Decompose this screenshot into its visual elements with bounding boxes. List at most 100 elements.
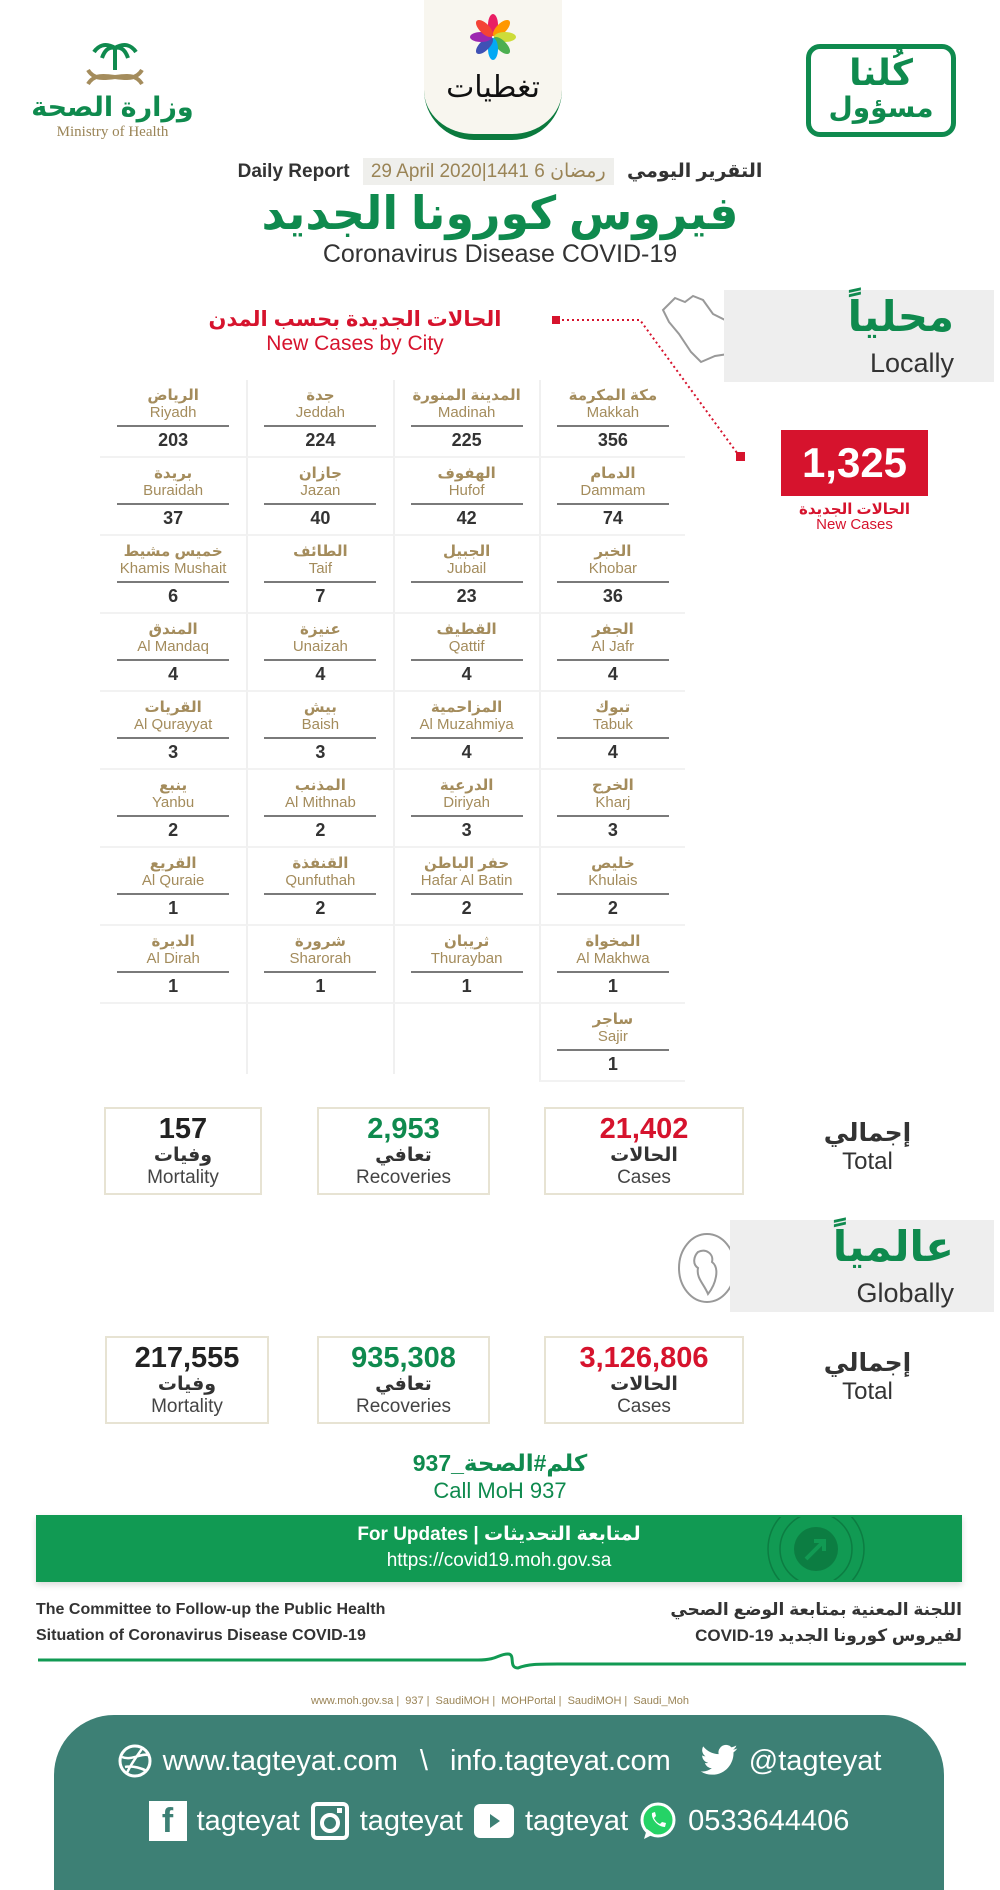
city-cell: بيش Baish 3 (246, 692, 393, 770)
city-case-count: 1 (607, 976, 618, 996)
city-name-ar: الخرج (592, 777, 634, 794)
social-link[interactable]: www.moh.gov.sa (311, 1695, 394, 1707)
committee-text-en: The Committee to Follow-up the Public He… (36, 1601, 386, 1644)
ministry-of-health-logo: وزارة الصحة Ministry of Health (30, 40, 195, 145)
social-link[interactable]: SaudiMOH (435, 1695, 490, 1707)
updates-banner[interactable]: For Updates | لمتابعة التحديثات https://… (36, 1515, 962, 1582)
divider (556, 425, 669, 427)
city-case-count: 4 (607, 742, 618, 762)
city-name-ar: تبوك (595, 699, 631, 716)
empty-cell (392, 1004, 539, 1074)
city-case-count: 42 (456, 508, 477, 528)
city-case-count: 23 (456, 586, 477, 606)
facebook-handle[interactable]: tagteyat (196, 1804, 300, 1837)
tagteyat-footer: www.tagteyat.com \ info.tagteyat.com @ta… (54, 1715, 944, 1890)
city-name-ar: حفر الباطن (423, 855, 510, 872)
city-case-count: 2 (315, 820, 326, 840)
city-case-count: 4 (168, 664, 179, 684)
divider (556, 503, 669, 505)
city-name-en: Sharorah (289, 950, 352, 967)
divider (264, 737, 377, 739)
divider (117, 581, 230, 583)
city-name-en: Qattif (448, 638, 485, 655)
social-link[interactable]: SaudiMOH (567, 1695, 622, 1707)
globe-icon (678, 1233, 736, 1303)
city-cell: جدة Jeddah 224 (246, 380, 393, 458)
call-hashtag: كلم#الصحة_937 (412, 1450, 588, 1476)
city-name-en: Jubail (447, 560, 487, 577)
city-name-ar: ثريبان (444, 933, 490, 950)
divider (410, 425, 523, 427)
divider (264, 893, 377, 895)
email-link[interactable]: info.tagteyat.com (449, 1744, 671, 1777)
updates-link[interactable]: https://covid19.moh.gov.sa (386, 1550, 612, 1571)
instagram-handle[interactable]: tagteyat (359, 1804, 463, 1837)
city-name-en: Dammam (580, 482, 646, 499)
divider (410, 815, 523, 817)
divider (117, 737, 230, 739)
city-cell: تبوك Tabuk 4 (538, 692, 685, 770)
city-name-en: Baish (301, 716, 340, 733)
page-title-en: Coronavirus Disease COVID-19 (322, 240, 678, 268)
city-name-ar: الرياض (147, 387, 199, 404)
city-name-en: Makkah (586, 404, 640, 421)
city-cell: القريات Al Qurayyat 3 (100, 692, 247, 770)
divider (264, 425, 377, 427)
city-cell: الدرعية Diriyah 3 (392, 770, 539, 848)
city-name-ar: القطيف (436, 621, 497, 638)
tagteyat-logo: تغطيات (424, 0, 562, 140)
city-cell: الخرج Kharj 3 (538, 770, 685, 848)
social-link[interactable]: MOHPortal (501, 1695, 556, 1707)
twitter-icon (700, 1744, 738, 1775)
city-case-count: 1 (168, 898, 179, 918)
daily-report-line: Daily Report 29 April 2020|1441 رمضان 6 … (0, 158, 1000, 185)
divider (264, 659, 377, 661)
city-cell: الرياض Riyadh 203 (100, 380, 247, 458)
city-name-en: Al Mandaq (137, 638, 209, 655)
city-name-ar: الجفر (592, 621, 634, 638)
city-case-count: 74 (602, 508, 623, 528)
new-cases-by-city-title-ar: الحالات الجديدة بحسب المدن (208, 308, 502, 331)
divider (117, 425, 230, 427)
city-name-en: Unaizah (292, 638, 348, 655)
city-name-ar: المزاحمية (430, 699, 503, 716)
social-link[interactable]: 937 (405, 1695, 424, 1707)
city-name-ar: بيش (303, 699, 337, 716)
locally-section-header: محلياً Locally (724, 290, 994, 382)
city-cell: بريدة Buraidah 37 (100, 458, 247, 536)
city-cell: المخواة Al Makhwa 1 (538, 926, 685, 1004)
city-cell: شرورة Sharorah 1 (246, 926, 393, 1004)
city-case-count: 3 (461, 820, 472, 840)
local-mortality-box: 157 وفيات Mortality (104, 1107, 262, 1195)
city-name-ar: الهفوف (437, 465, 496, 482)
whatsapp-number[interactable]: 0533644406 (688, 1804, 850, 1837)
city-name-en: Buraidah (143, 482, 204, 499)
city-cell: ساجر Sajir 1 (538, 1004, 685, 1082)
call-moh: Call MoH 937 (433, 1478, 567, 1503)
city-name-ar: جدة (306, 387, 335, 404)
city-case-count: 2 (315, 898, 326, 918)
city-name-ar: بريدة (154, 465, 193, 482)
facebook-icon: f (148, 1801, 187, 1841)
divider (264, 971, 377, 973)
twitter-handle[interactable]: @tagteyat (748, 1744, 882, 1777)
committee-text-ar: اللجنة المعنية بمتابعة الوضع الصحي لفيرو… (670, 1600, 962, 1645)
city-name-ar: خميس مشيط (123, 543, 223, 560)
city-cell: المذنب Al Mithnab 2 (246, 770, 393, 848)
youtube-handle[interactable]: tagteyat (524, 1804, 629, 1837)
divider (410, 971, 523, 973)
city-case-count: 2 (607, 898, 618, 918)
city-cell: جازان Jazan 40 (246, 458, 393, 536)
local-total-label: إجمالي Total (823, 1119, 912, 1175)
instagram-icon (310, 1802, 349, 1840)
city-cell: خميس مشيط Khamis Mushait 6 (100, 536, 247, 614)
palm-swords-emblem-icon (86, 43, 144, 86)
divider (410, 737, 523, 739)
website-link[interactable]: www.tagteyat.com (162, 1744, 398, 1777)
city-name-en: Al Quraie (141, 872, 205, 889)
city-case-count: 4 (315, 664, 326, 684)
social-link[interactable]: Saudi_Moh (633, 1695, 689, 1707)
divider (556, 815, 669, 817)
city-case-count: 4 (461, 664, 472, 684)
global-total-label: إجمالي Total (823, 1349, 912, 1405)
